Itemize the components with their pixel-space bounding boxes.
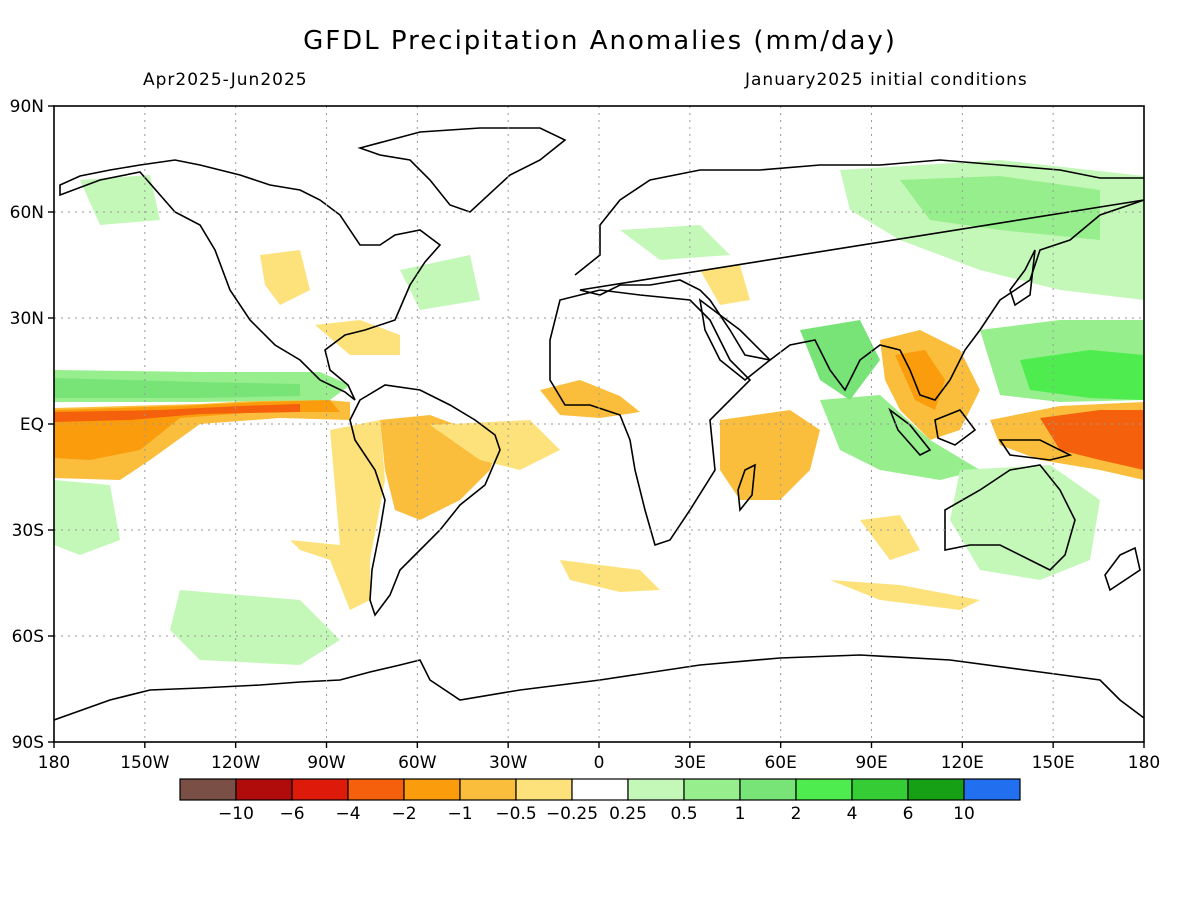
y-tick-label: 30N [10, 309, 44, 329]
bay-of-bengal-wet [800, 320, 880, 400]
x-tick-label: 120W [211, 753, 260, 773]
caribbean-dry [315, 320, 400, 355]
gulf-of-guinea-dry [540, 380, 640, 418]
x-tick-label: 60E [764, 753, 796, 773]
australia-wet [950, 465, 1100, 580]
colorbar-label: 2 [791, 804, 802, 824]
colorbar-label: 0.5 [670, 804, 697, 824]
south-america-coast [349, 384, 501, 617]
y-tick-label: 30S [12, 521, 44, 541]
western-pacific-dry-core [1040, 410, 1144, 470]
axis-ticks [48, 105, 1145, 748]
colorbar-swatch [795, 778, 853, 801]
siberia-wet-core [900, 176, 1100, 240]
southern-indian-dry [830, 580, 980, 610]
sumatra-coast [888, 407, 932, 456]
arabia-coast [698, 298, 772, 382]
south-atlantic-dry [560, 560, 660, 592]
colorbar-label: −6 [279, 804, 304, 824]
antarctica-coast [54, 654, 1144, 721]
anomaly-field [54, 160, 1144, 665]
colorbar-swatch [739, 778, 797, 801]
europe-dry [700, 265, 750, 305]
colorbar-swatch [683, 778, 741, 801]
eastern-europe-wet [620, 225, 730, 260]
japan-coast [1009, 249, 1036, 307]
colorbar-swatch [851, 778, 909, 801]
x-tick-label: 120E [941, 753, 984, 773]
southern-ocean-wet [170, 590, 340, 665]
borneo-coast [934, 409, 977, 446]
north-america-dry [260, 250, 310, 305]
nw-pacific-wet-core [1020, 350, 1144, 400]
pacific-dry-strong [54, 404, 300, 422]
x-tick-label: 180 [38, 753, 70, 773]
colorbar-swatch [907, 778, 965, 801]
x-tick-label: 150E [1032, 753, 1075, 773]
australia-coast [944, 464, 1076, 571]
south-pacific-wet [54, 480, 120, 555]
colorbar-label: −0.25 [546, 804, 598, 824]
y-axis-labels: 90N 60N 30N EQ 30S 60S 90S [10, 97, 44, 753]
colorbar-label: −4 [335, 804, 360, 824]
gridlines [54, 106, 1144, 742]
eurasia-coast [574, 159, 1144, 401]
colorbar-label: −1 [447, 804, 472, 824]
colorbar-label: −2 [391, 804, 416, 824]
coastlines [54, 127, 1144, 721]
colorbar-swatch [235, 778, 293, 801]
x-tick-label: 0 [594, 753, 605, 773]
north-pacific-wet-core [54, 378, 300, 398]
new-zealand-coast [1104, 546, 1141, 592]
x-axis-labels: 180 150W 120W 90W 60W 30W 0 30E 60E 90E 120E 150E 18… [38, 753, 1160, 773]
x-tick-label: 90E [855, 753, 887, 773]
colorbar-swatch [515, 778, 573, 801]
indian-ocean-dry [720, 410, 820, 500]
colorbar-swatch [347, 778, 405, 801]
colorbar-swatch [459, 778, 517, 801]
colorbar [179, 778, 1021, 801]
y-tick-label: 60S [12, 627, 44, 647]
mid-latitude-dry-1 [860, 515, 920, 560]
colorbar-swatch [963, 778, 1021, 801]
x-tick-label: 90W [307, 753, 346, 773]
colorbar-labels: −10 −6 −4 −2 −1 −0.5 −0.25 0.25 0.5 1 2 4 6 10 [218, 804, 975, 824]
greenland-coast [357, 127, 567, 213]
x-tick-label: 30E [674, 753, 706, 773]
colorbar-swatch [291, 778, 349, 801]
eastern-indian-wet [820, 395, 980, 480]
x-tick-label: 180 [1128, 753, 1160, 773]
y-tick-label: 90N [10, 97, 44, 117]
africa-coast [549, 289, 752, 547]
colorbar-label: 1 [735, 804, 746, 824]
y-tick-label: EQ [20, 415, 44, 435]
x-tick-label: 30W [489, 753, 528, 773]
colorbar-label: 10 [953, 804, 975, 824]
colorbar-label: 4 [847, 804, 858, 824]
colorbar-swatch [179, 778, 237, 801]
colorbar-swatch [571, 778, 629, 801]
north-america-coast [59, 159, 442, 401]
x-tick-label: 150W [120, 753, 169, 773]
atlantic-light-dry [430, 420, 560, 470]
forecast-period: Apr2025-Jun2025 [143, 70, 308, 90]
colorbar-swatch [403, 778, 461, 801]
madagascar-coast [737, 463, 756, 513]
colorbar-label: −0.5 [495, 804, 536, 824]
y-tick-label: 60N [10, 203, 44, 223]
colorbar-label: 6 [903, 804, 914, 824]
initial-conditions: January2025 initial conditions [745, 70, 1028, 90]
new-guinea-coast [998, 439, 1073, 461]
colorbar-label: −10 [218, 804, 254, 824]
south-america-dry-light [290, 420, 385, 610]
colorbar-label: 0.25 [609, 804, 647, 824]
y-tick-label: 90S [12, 733, 44, 753]
map-title: GFDL Precipitation Anomalies (mm/day) [303, 26, 897, 56]
colorbar-swatch [627, 778, 685, 801]
x-tick-label: 60W [398, 753, 437, 773]
